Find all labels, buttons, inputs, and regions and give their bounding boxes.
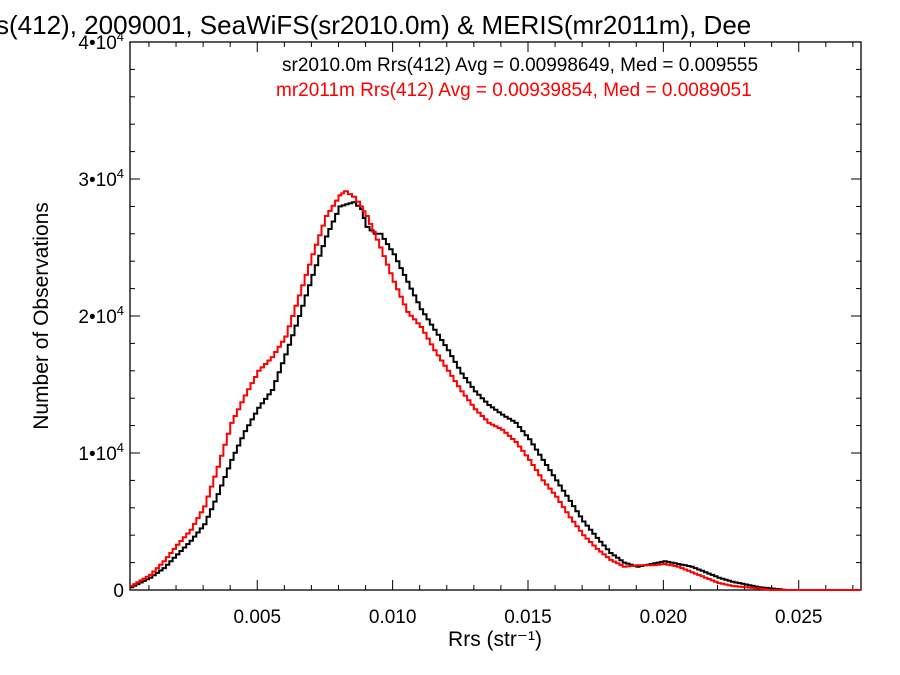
plot-frame bbox=[129, 41, 862, 591]
y-axis-ticks: 0 1•104 2•104 3•104 4•104 bbox=[78, 29, 861, 602]
y-tick-label: 3•104 bbox=[78, 166, 124, 191]
x-tick-label: 0.015 bbox=[504, 607, 552, 628]
x-tick-label: 0.005 bbox=[233, 607, 281, 628]
y-tick-label: 2•104 bbox=[78, 303, 124, 328]
x-tick-label: 0.020 bbox=[640, 607, 688, 628]
x-tick-label: 0.010 bbox=[369, 607, 417, 628]
y-tick-label: 1•104 bbox=[78, 440, 124, 465]
x-axis-ticks: 0.005 0.010 0.015 0.020 0.025 bbox=[148, 42, 854, 628]
x-axis-label: Rrs (str⁻¹) bbox=[448, 628, 542, 651]
legend-entry-black: sr2010.0m Rrs(412) Avg = 0.00998649, Med… bbox=[282, 55, 758, 76]
y-tick-label: 0 bbox=[113, 581, 124, 602]
series-line-red bbox=[130, 190, 861, 591]
y-axis-label: Number of Observations bbox=[30, 202, 53, 430]
x-tick-label: 0.025 bbox=[775, 607, 823, 628]
series-group bbox=[130, 190, 861, 591]
series-line-black bbox=[130, 201, 861, 591]
y-tick-label: 4•104 bbox=[78, 29, 124, 54]
legend-entry-red: mr2011m Rrs(412) Avg = 0.00939854, Med =… bbox=[276, 80, 752, 101]
chart-title: s(412), 2009001, SeaWiFS(sr2010.0m) & ME… bbox=[0, 10, 751, 40]
